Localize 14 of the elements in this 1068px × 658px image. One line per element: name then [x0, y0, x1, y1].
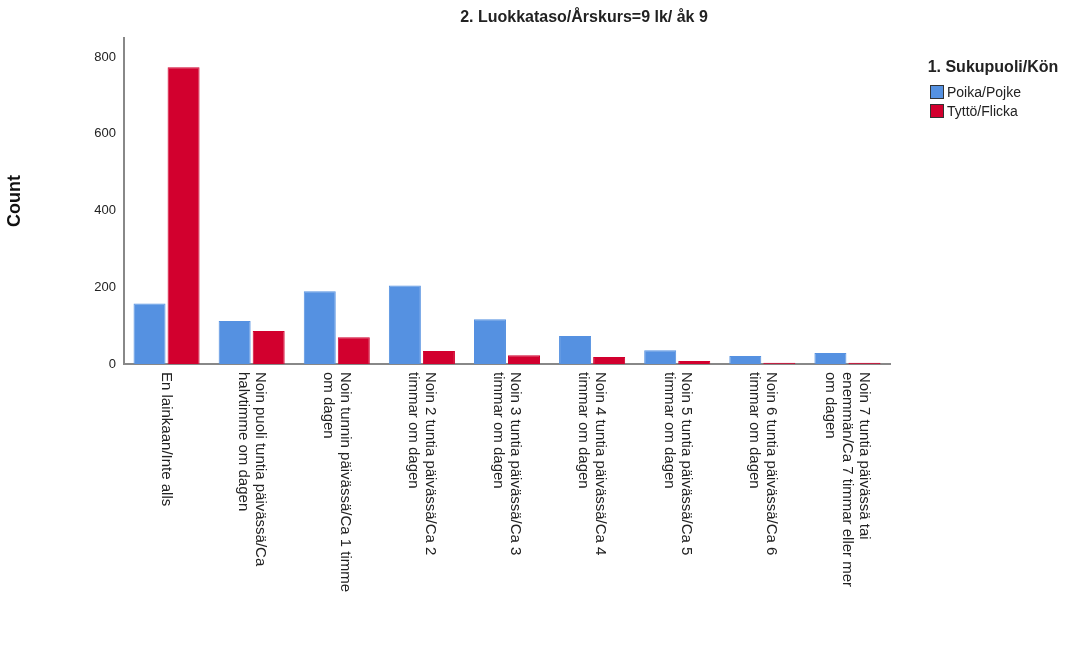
x-tick-label: Noin puoli tuntia päivässä/Ca halvtimme om dagen	[236, 372, 271, 567]
y-tick-label: 600	[94, 125, 116, 141]
y-tick-label: 800	[94, 48, 116, 64]
legend-label: Poika/Pojke	[947, 84, 1021, 100]
chart-title: 2. Luokkataso/Årskurs=9 lk/ åk 9	[460, 7, 708, 26]
y-tick-label: 400	[94, 202, 116, 218]
y-tick-label: 200	[94, 278, 116, 294]
y-tick-label: 0	[108, 355, 116, 371]
x-tick-label: Noin 7 tuntia päivässä tai enemmän/Ca 7 timmar eller mer om dagen	[823, 372, 875, 588]
y-axis-title: Count	[3, 175, 24, 227]
legend-label: Tyttö/Flicka	[947, 103, 1018, 119]
legend-title: 1. Sukupuoli/Kön	[926, 58, 1060, 76]
x-tick-label: Noin tunnin päivässä/Ca 1 timme om dagen	[321, 372, 356, 593]
x-tick-label: En lainkaan/Inte alls	[159, 372, 177, 507]
